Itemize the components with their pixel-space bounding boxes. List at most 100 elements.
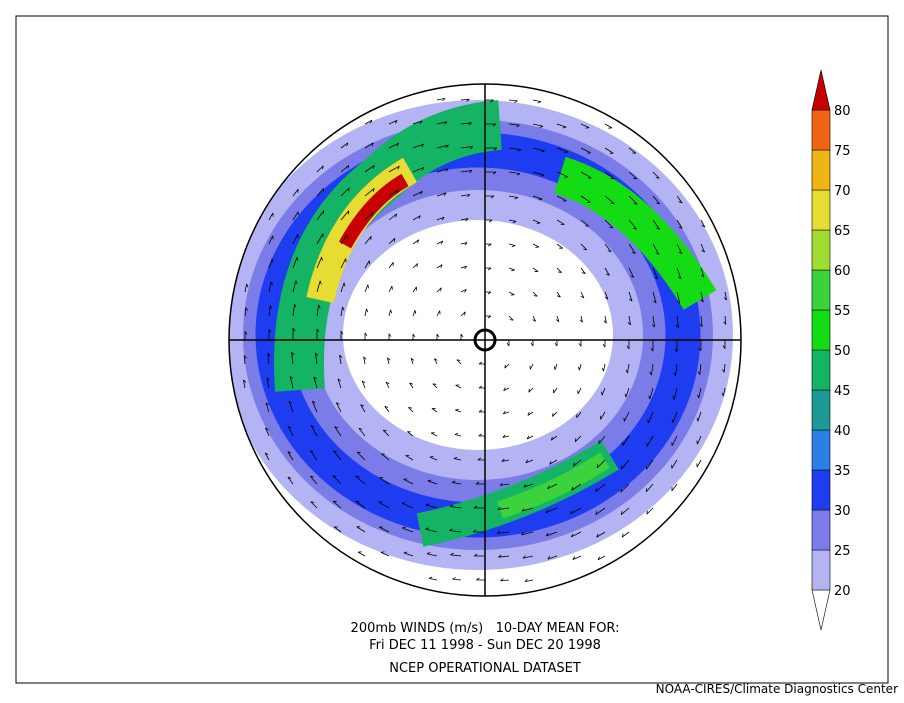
wind-arrow	[287, 476, 294, 485]
wind-arrow	[723, 315, 727, 325]
wind-arrow	[524, 578, 534, 583]
wind-arrow	[577, 387, 582, 395]
wind-arrow	[627, 315, 631, 326]
wind-arrow	[289, 376, 294, 389]
wind-arrow	[460, 170, 473, 174]
wind-arrow	[316, 328, 320, 340]
wind-arrow	[268, 212, 274, 221]
wind-arrow	[402, 526, 414, 533]
wind-arrow	[309, 475, 318, 485]
wind-arrow	[671, 459, 678, 469]
wind-arrow	[521, 531, 534, 536]
wind-arrow	[453, 456, 462, 461]
wind-speed-field	[229, 97, 733, 583]
wind-arrow	[647, 411, 654, 424]
wind-arrow	[316, 256, 323, 269]
wind-arrow	[574, 435, 582, 443]
wind-arrow	[475, 481, 485, 485]
wind-arrow	[620, 483, 630, 493]
wind-arrow	[292, 280, 298, 293]
wind-arrow	[409, 382, 414, 389]
wind-arrow	[332, 500, 342, 509]
wind-arrow	[628, 291, 633, 302]
wind-arrow	[388, 309, 393, 317]
wind-arrow	[291, 351, 295, 365]
wind-arrow	[508, 99, 518, 103]
wind-arrow	[485, 315, 492, 319]
wind-arrow	[578, 340, 582, 347]
wind-arrow	[571, 483, 582, 491]
wind-arrow	[579, 315, 583, 323]
wind-arrow	[292, 257, 299, 269]
wind-arrow	[425, 503, 438, 509]
wind-arrow	[671, 483, 678, 492]
wind-arrow	[357, 551, 366, 557]
wind-arrow	[623, 411, 630, 422]
wind-arrow	[547, 555, 558, 560]
wind-arrow	[485, 171, 497, 175]
wind-arrow	[649, 363, 654, 376]
wind-arrow	[456, 359, 462, 365]
wind-arrow	[485, 123, 497, 127]
wind-arrow	[387, 357, 391, 365]
wind-arrow	[604, 123, 613, 129]
wind-arrow	[532, 147, 545, 153]
wind-arrow	[650, 340, 654, 352]
wind-arrow	[496, 530, 510, 534]
wind-arrow	[556, 291, 561, 298]
wind-arrow	[604, 195, 615, 205]
wind-arrow	[292, 188, 299, 197]
wind-arrow	[388, 165, 400, 173]
wind-arrow	[340, 234, 348, 245]
wind-arrow	[477, 457, 485, 461]
wind-arrow	[674, 340, 678, 353]
wind-arrow	[652, 243, 660, 255]
colorbar-label: 80	[834, 104, 851, 119]
wind-arrow	[530, 340, 534, 347]
wind-arrow	[700, 291, 704, 303]
wind-arrow	[412, 310, 417, 317]
colorbar-swatch	[811, 229, 831, 271]
wind-arrow	[547, 483, 558, 490]
wind-arrow	[651, 315, 655, 328]
wind-arrow	[412, 333, 416, 340]
wind-arrow	[292, 234, 299, 245]
wind-arrow	[388, 333, 392, 340]
wind-arrow	[602, 340, 606, 348]
wind-arrow	[700, 243, 705, 253]
wind-arrow	[436, 310, 441, 317]
wind-arrow	[267, 353, 271, 365]
wind-arrow	[287, 425, 294, 437]
wind-arrow	[316, 165, 324, 173]
wind-arrow	[316, 210, 325, 221]
wind-arrow	[264, 452, 270, 461]
wind-arrow	[696, 411, 702, 422]
wind-arrow	[340, 142, 349, 149]
wind-arrow	[508, 123, 520, 128]
colorbar-swatch	[811, 69, 831, 111]
wind-arrow	[556, 267, 562, 273]
wind-arrow	[436, 97, 446, 102]
wind-arrow	[504, 363, 510, 369]
wind-arrow	[502, 434, 510, 438]
colorbar-swatch	[811, 509, 831, 551]
wind-arrow	[596, 459, 606, 469]
wind-arrow	[426, 552, 438, 557]
wind-arrow	[430, 432, 438, 437]
wind-arrow	[339, 354, 343, 365]
wind-arrow	[340, 282, 346, 293]
wind-arrow	[525, 459, 534, 464]
wind-arrow	[604, 147, 614, 154]
frame	[15, 15, 889, 684]
wind-arrow	[508, 195, 519, 200]
wind-arrow	[523, 483, 534, 488]
wind-arrow	[532, 171, 545, 177]
wind-arrow	[485, 267, 492, 271]
wind-arrow	[572, 555, 582, 560]
wind-arrow	[532, 195, 543, 201]
wind-arrow	[316, 233, 324, 245]
wind-arrow	[671, 411, 678, 423]
credit: NOAA-CIRES/Climate Diagnostics Center	[656, 682, 898, 696]
wind-arrow	[700, 219, 706, 228]
